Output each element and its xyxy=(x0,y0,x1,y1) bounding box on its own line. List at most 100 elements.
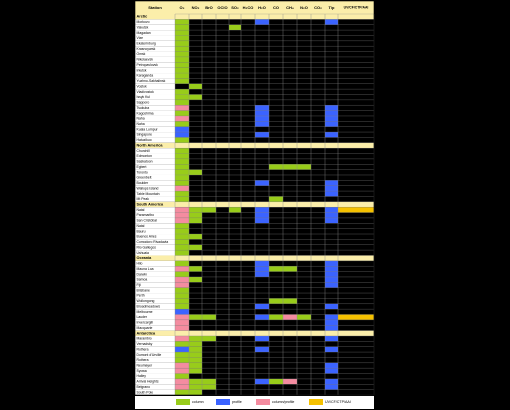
empty-cell xyxy=(255,67,269,74)
empty-cell xyxy=(202,153,216,159)
empty-cell xyxy=(255,282,269,288)
empty-cell xyxy=(202,293,216,299)
empty-cell xyxy=(297,51,311,57)
station-cell xyxy=(135,298,175,304)
station-name: Vladivostok xyxy=(137,90,155,94)
coverage-cell xyxy=(325,346,338,353)
empty-cell xyxy=(202,24,216,31)
empty-cell xyxy=(283,335,297,342)
station-cell xyxy=(135,185,175,192)
coverage-cell xyxy=(175,309,189,315)
empty-cell xyxy=(269,217,283,224)
empty-cell xyxy=(216,105,229,111)
coverage-cell xyxy=(175,239,189,245)
coverage-cell xyxy=(325,217,338,224)
empty-cell xyxy=(338,62,374,68)
coverage-cell xyxy=(255,180,269,186)
empty-cell xyxy=(241,303,255,310)
empty-cell xyxy=(311,298,325,304)
empty-cell xyxy=(189,185,202,192)
empty-cell xyxy=(216,314,229,320)
empty-cell xyxy=(311,132,325,138)
station-cell xyxy=(135,341,175,347)
empty-cell xyxy=(338,250,374,256)
empty-cell xyxy=(229,384,241,390)
empty-cell xyxy=(311,309,325,315)
empty-cell xyxy=(283,89,297,95)
coverage-cell xyxy=(175,94,189,100)
empty-cell xyxy=(297,309,311,315)
coverage-cell xyxy=(189,357,202,363)
empty-cell xyxy=(229,325,241,331)
empty-cell xyxy=(311,325,325,331)
empty-cell xyxy=(216,115,229,122)
station-name: Vernadsky xyxy=(137,342,153,346)
empty-cell xyxy=(269,191,283,197)
station-name: Marambio xyxy=(137,337,152,341)
empty-cell xyxy=(297,56,311,63)
empty-cell xyxy=(283,357,297,363)
coverage-cell xyxy=(325,282,338,288)
station-name: Boulder xyxy=(137,181,150,185)
empty-cell xyxy=(216,56,229,63)
empty-cell xyxy=(311,67,325,74)
station-cell xyxy=(135,105,175,111)
empty-cell xyxy=(325,250,338,256)
empty-cell xyxy=(189,239,202,245)
empty-cell xyxy=(283,169,297,175)
empty-cell xyxy=(255,40,269,47)
empty-cell xyxy=(241,373,255,379)
empty-cell xyxy=(202,115,216,122)
empty-cell xyxy=(189,35,202,41)
empty-cell xyxy=(311,217,325,224)
empty-cell xyxy=(241,137,255,143)
empty-cell xyxy=(241,174,255,181)
empty-cell xyxy=(311,83,325,90)
empty-cell xyxy=(202,223,216,229)
empty-cell xyxy=(269,180,283,186)
empty-cell xyxy=(283,105,297,111)
empty-cell xyxy=(216,99,229,106)
empty-cell xyxy=(269,94,283,100)
empty-cell xyxy=(216,137,229,143)
coverage-cell xyxy=(175,51,189,57)
coverage-cell xyxy=(175,67,189,74)
empty-cell xyxy=(255,319,269,326)
coverage-cell xyxy=(202,378,216,385)
empty-cell xyxy=(269,373,283,379)
station-cell xyxy=(135,148,175,154)
empty-cell xyxy=(338,94,374,100)
empty-cell xyxy=(241,352,255,358)
coverage-cell xyxy=(175,276,189,283)
empty-cell xyxy=(216,40,229,47)
station-cell xyxy=(135,30,175,36)
station-cell xyxy=(135,73,175,79)
station-cell xyxy=(135,137,175,143)
empty-cell xyxy=(269,121,283,127)
empty-cell xyxy=(216,51,229,57)
empty-cell xyxy=(202,389,216,395)
empty-cell xyxy=(297,185,311,192)
empty-cell xyxy=(283,373,297,379)
empty-cell xyxy=(202,298,216,304)
coverage-cell xyxy=(175,56,189,63)
empty-cell xyxy=(269,352,283,358)
coverage-cell xyxy=(325,180,338,186)
empty-cell xyxy=(325,158,338,165)
station-name: Egbert xyxy=(137,165,147,169)
empty-cell xyxy=(189,78,202,84)
empty-cell xyxy=(202,158,216,165)
empty-cell xyxy=(229,298,241,304)
empty-cell xyxy=(202,19,216,25)
empty-cell xyxy=(311,105,325,111)
empty-cell xyxy=(325,73,338,79)
empty-cell xyxy=(338,83,374,90)
empty-cell xyxy=(297,180,311,186)
empty-cell xyxy=(229,314,241,320)
empty-cell xyxy=(325,67,338,74)
empty-cell xyxy=(216,373,229,379)
empty-cell xyxy=(189,51,202,57)
section-label: Arctic xyxy=(137,15,148,19)
coverage-cell xyxy=(175,298,189,304)
empty-cell xyxy=(189,110,202,116)
